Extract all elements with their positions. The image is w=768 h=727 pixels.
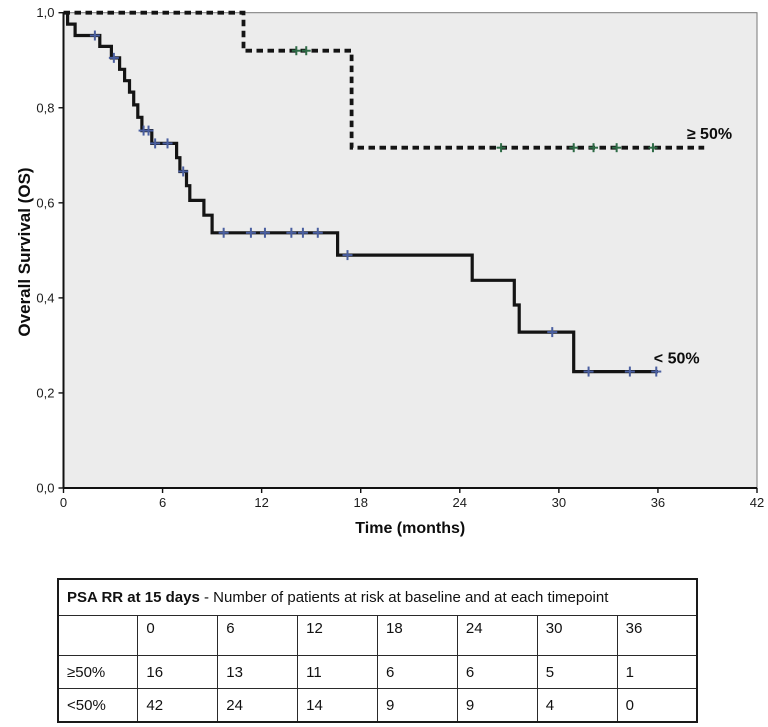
censor-mark-ge50 — [612, 143, 622, 153]
risk-table: PSA RR at 15 days - Number of patients a… — [57, 578, 698, 723]
censor-mark-ge50 — [648, 143, 658, 153]
risk-col-header: 6 — [217, 615, 299, 656]
y-tick-label: 0,4 — [36, 290, 54, 305]
risk-cell: 9 — [456, 688, 538, 723]
series-label-lt50: < 50% — [654, 351, 700, 368]
risk-cell: 5 — [536, 655, 618, 689]
plot-area — [63, 12, 758, 489]
risk-cell: 14 — [297, 688, 378, 723]
risk-row-label: <50% — [57, 688, 139, 723]
risk-col-header: 30 — [536, 615, 618, 656]
censor-mark-lt50 — [547, 327, 558, 338]
risk-col-header: 12 — [297, 615, 378, 656]
y-axis-title: Overall Survival (OS) — [15, 167, 34, 336]
risk-col-header: 0 — [137, 615, 219, 656]
censor-mark-ge50 — [569, 143, 579, 153]
x-axis-title: Time (months) — [355, 520, 465, 537]
risk-cell: 11 — [297, 655, 378, 689]
y-tick-label: 0,6 — [36, 195, 54, 210]
risk-cell: 1 — [616, 655, 698, 689]
risk-table-title-row: PSA RR at 15 days - Number of patients a… — [57, 578, 698, 616]
censor-mark-lt50 — [651, 366, 662, 377]
risk-row-label: ≥50% — [57, 655, 139, 689]
risk-cell: 6 — [377, 655, 458, 689]
km-survival-chart: 0,0 0,2 0,4 0,6 0,8 1,0 0 6 12 18 24 30 36 42 Time (mo… — [15, 5, 764, 537]
risk-cell: 9 — [377, 688, 458, 723]
x-tick-label: 0 — [60, 495, 67, 510]
risk-cell: 13 — [217, 655, 299, 689]
x-tick-label: 6 — [159, 495, 166, 510]
risk-row: <50% 42 24 14 9 9 4 0 — [57, 688, 698, 723]
censor-mark-lt50 — [178, 166, 189, 177]
risk-col-header: 24 — [456, 615, 538, 656]
x-tick-label: 24 — [453, 495, 467, 510]
censor-mark-ge50 — [301, 46, 311, 56]
risk-col-header: 36 — [616, 615, 698, 656]
risk-col-header: 18 — [377, 615, 458, 656]
censor-mark-lt50 — [624, 366, 635, 377]
censor-mark-lt50 — [583, 366, 594, 377]
risk-table-title-bold: PSA RR at 15 days — [67, 589, 200, 606]
x-tick-label: 12 — [254, 495, 268, 510]
risk-cell: 4 — [536, 688, 618, 723]
censor-mark-lt50 — [342, 250, 353, 261]
censor-mark-ge50 — [291, 46, 301, 56]
censor-mark-ge50 — [589, 143, 599, 153]
censor-mark-lt50 — [297, 227, 308, 238]
km-series-ge50: ≥ 50% — [63, 10, 732, 153]
censor-mark-lt50 — [218, 227, 229, 238]
risk-table-header-row: 0 6 12 18 24 30 36 — [57, 615, 698, 656]
series-label-ge50: ≥ 50% — [687, 126, 732, 143]
x-tick-label: 36 — [651, 495, 665, 510]
censor-mark-lt50 — [108, 52, 119, 63]
risk-table-title-cell: PSA RR at 15 days - Number of patients a… — [57, 578, 698, 616]
x-tick-label: 42 — [750, 495, 764, 510]
risk-cell: 42 — [137, 688, 219, 723]
km-series-lt50: < 50% — [63, 11, 700, 377]
censor-mark-lt50 — [245, 227, 256, 238]
y-tick-label: 1,0 — [36, 5, 54, 20]
risk-table-title-rest: - Number of patients at risk at baseline… — [199, 589, 609, 606]
x-tick-label: 30 — [552, 495, 566, 510]
risk-cell: 24 — [217, 688, 299, 723]
censor-mark-lt50 — [150, 138, 161, 149]
censor-mark-lt50 — [162, 138, 173, 149]
x-tick-label: 18 — [353, 495, 367, 510]
y-tick-label: 0,2 — [36, 385, 54, 400]
risk-cell: 6 — [456, 655, 538, 689]
risk-cell: 16 — [137, 655, 219, 689]
censor-mark-lt50 — [89, 30, 100, 41]
risk-row: ≥50% 16 13 11 6 6 5 1 — [57, 655, 698, 689]
censor-mark-ge50 — [496, 143, 506, 153]
censor-mark-lt50 — [259, 227, 270, 238]
censor-mark-lt50 — [286, 227, 297, 238]
censor-mark-lt50 — [143, 125, 154, 136]
risk-corner-cell — [57, 615, 139, 656]
y-tick-label: 0,8 — [36, 100, 54, 115]
y-tick-label: 0,0 — [36, 481, 54, 496]
censor-mark-lt50 — [312, 227, 323, 238]
risk-cell: 0 — [616, 688, 698, 723]
